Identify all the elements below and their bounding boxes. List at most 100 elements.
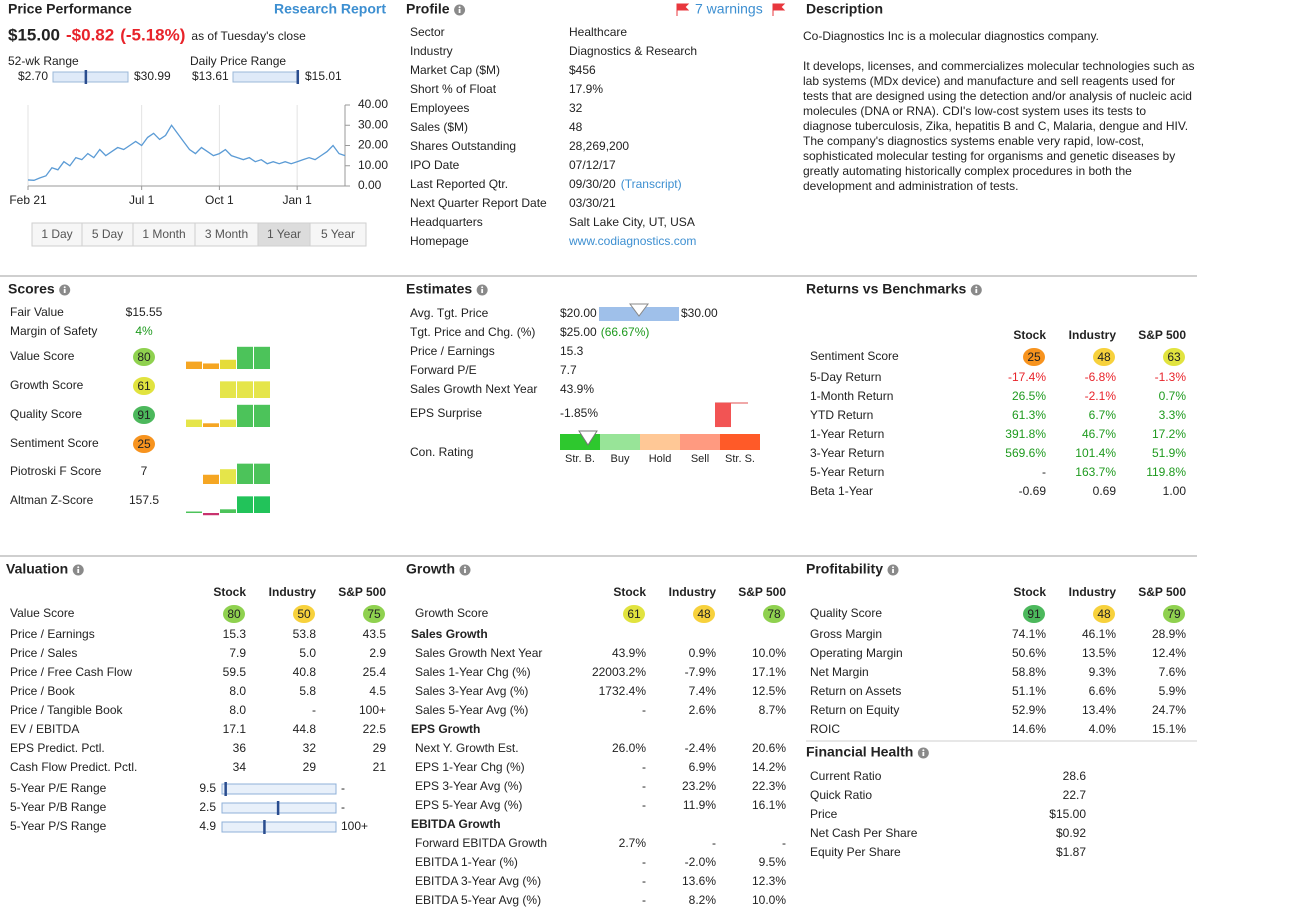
rating-label: Str. B.: [565, 453, 595, 465]
period-button-label[interactable]: 5 Day: [92, 227, 123, 241]
research-report-link[interactable]: Research Report: [274, 1, 386, 17]
score-badge: [1093, 605, 1115, 623]
cell-value: 44.8: [293, 722, 317, 736]
score-badge-label: 80: [227, 607, 241, 621]
score-badge-label: 80: [137, 350, 151, 364]
row-label: Sales 1-Year Chg (%): [415, 665, 531, 679]
rating-label: Str. S.: [725, 453, 755, 465]
score-history-bar: [186, 419, 202, 427]
score-value: $15.55: [126, 305, 163, 319]
score-badge: [1163, 348, 1185, 366]
row-label: Return on Assets: [810, 684, 901, 698]
row-label: Equity Per Share: [810, 845, 901, 859]
period-button-label[interactable]: 1 Day: [41, 227, 72, 241]
score-history-bar: [254, 463, 270, 484]
profile-label: Short % of Float: [410, 82, 497, 96]
row-label: EV / EBITDA: [10, 722, 79, 736]
range-marker: [84, 70, 88, 84]
profile-value: 28,269,200: [569, 139, 629, 153]
score-history-bar: [254, 404, 270, 427]
row-label: Price / Earnings: [10, 627, 95, 641]
score-label: Piotroski F Score: [10, 464, 102, 478]
period-button-label[interactable]: 5 Year: [321, 227, 355, 241]
target-high: $30.00: [681, 306, 718, 320]
cell-value: 15.1%: [1152, 722, 1186, 736]
cell-value: 391.8%: [1005, 427, 1046, 441]
range-high: 100+: [341, 819, 368, 833]
cell-value: 12.5%: [752, 684, 786, 698]
profile-value: 07/12/17: [569, 158, 616, 172]
range-marker: [224, 782, 227, 796]
profile-value: Salt Lake City, UT, USA: [569, 215, 695, 229]
row-label: YTD Return: [810, 408, 873, 422]
column-header: S&P 500: [338, 585, 386, 599]
as-of-label: as of Tuesday's close: [191, 29, 306, 43]
cell-value: -: [642, 779, 646, 793]
period-button-label[interactable]: 3 Month: [205, 227, 248, 241]
cell-value: 16.1%: [752, 798, 786, 812]
cell-value: 29: [303, 760, 317, 774]
info-icon-glyph: [922, 752, 925, 756]
x-tick-label: Oct 1: [205, 193, 234, 207]
cell-value: 6.9%: [689, 760, 717, 774]
period-button[interactable]: [309, 222, 367, 247]
cell-value: 119.8%: [1146, 465, 1186, 479]
price-price: $15.00: [8, 25, 60, 44]
rating-segment: [600, 434, 640, 450]
row-label: Price / Sales: [10, 646, 77, 660]
cell-value: 52.9%: [1012, 703, 1046, 717]
profile-value: 09/30/20: [569, 177, 616, 191]
row-label: EBITDA 1-Year (%): [415, 855, 518, 869]
score-history-bar: [220, 381, 236, 398]
period-button-label[interactable]: 1 Year: [267, 227, 301, 241]
score-history-bar: [186, 511, 202, 514]
cell-value: 1732.4%: [599, 684, 647, 698]
period-button-label[interactable]: 1 Month: [142, 227, 185, 241]
cell-value: 53.8: [293, 627, 317, 641]
column-header: S&P 500: [738, 585, 786, 599]
range-high: $30.99: [134, 69, 171, 83]
warnings-link[interactable]: 7 warnings: [695, 1, 763, 17]
range-bar: [221, 821, 337, 833]
score-history-bar: [203, 363, 219, 369]
rating-label: Buy: [611, 453, 630, 465]
cell-value: 46.7%: [1082, 427, 1116, 441]
column-header: Stock: [1013, 328, 1046, 342]
cell-value: $1.87: [1056, 845, 1086, 859]
cell-value: 29: [373, 741, 387, 755]
x-tick-label: Jan 1: [282, 193, 312, 207]
profile-link[interactable]: (Transcript): [621, 177, 682, 191]
cell-value: -: [712, 836, 716, 850]
info-icon-glyph: [458, 9, 461, 13]
cell-value: 22.5: [363, 722, 387, 736]
cell-value: 10.0%: [752, 893, 786, 907]
cell-value: 100+: [359, 703, 386, 717]
column-header: Stock: [213, 585, 246, 599]
rating-segment: [720, 434, 760, 450]
score-badge: [133, 435, 155, 453]
range-title: 52-wk Range: [8, 54, 79, 68]
cell-value: 46.1%: [1082, 627, 1116, 641]
score-history-bar: [186, 361, 202, 369]
column-header: Industry: [1069, 328, 1117, 342]
x-tick-label: Jul 1: [129, 193, 155, 207]
row-label: Quality Score: [810, 606, 882, 620]
cell-value: 5.8: [299, 684, 316, 698]
profile-label: Sales ($M): [410, 120, 468, 134]
cell-value: -1.3%: [1155, 370, 1187, 384]
section-title: Price Performance: [8, 1, 132, 17]
score-label: Value Score: [10, 349, 75, 363]
score-history-bar: [203, 474, 219, 484]
estimate-label: EPS Surprise: [410, 406, 482, 420]
cell-value: 22.3%: [752, 779, 786, 793]
score-badge-label: 75: [367, 607, 381, 621]
score-badge: [133, 348, 155, 366]
row-label: Next Y. Growth Est.: [415, 741, 519, 755]
score-history-bar: [220, 469, 236, 484]
y-tick-label: 40.00: [358, 97, 388, 111]
profile-value: 17.9%: [569, 82, 603, 96]
score-badge-label: 48: [1097, 350, 1111, 364]
info-icon-glyph: [77, 566, 80, 569]
cell-value: -: [1042, 465, 1046, 479]
profile-link[interactable]: www.codiagnostics.com: [568, 234, 696, 248]
